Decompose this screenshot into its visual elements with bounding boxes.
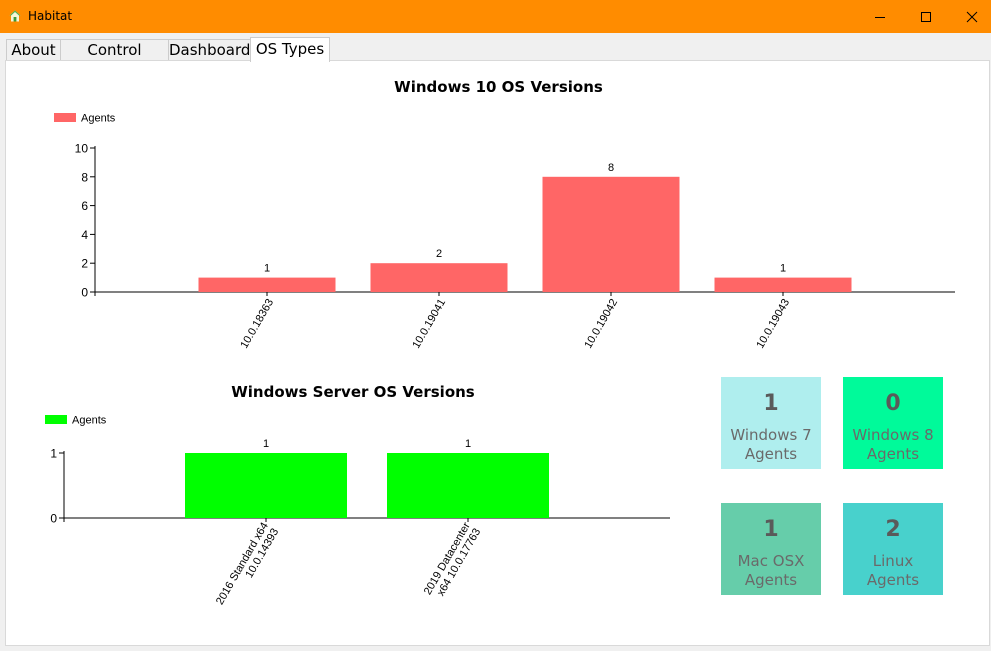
close-icon xyxy=(966,11,978,23)
close-button[interactable] xyxy=(949,0,991,33)
y-tick-label: 8 xyxy=(81,170,88,184)
legend-label: Agents xyxy=(72,415,107,427)
y-tick-label: 0 xyxy=(50,512,57,526)
maximize-icon xyxy=(921,12,931,22)
chart-title-windows-server: Windows Server OS Versions xyxy=(231,383,475,401)
home-icon xyxy=(9,10,21,22)
y-tick-label: 2 xyxy=(81,257,88,271)
bar-value-label: 1 xyxy=(780,263,786,275)
x-tick-label: 10.0.19042 xyxy=(582,297,620,351)
y-tick-label: 10 xyxy=(75,142,89,156)
card-count: 2 xyxy=(885,517,901,542)
os-types-panel: Windows 10 OS Versions Agents 0 2 4 6 8 10 1 10.… xyxy=(5,60,990,646)
bar-value-label: 1 xyxy=(263,438,269,450)
x-tick-label-line: 10.0.19043 xyxy=(754,297,792,351)
windows-server-chart: Agents 0 1 1 2016 Standard x6410.0.14393 1 201… xyxy=(45,415,670,614)
card-count: 1 xyxy=(763,517,779,542)
x-tick-label-line: 10.0.19042 xyxy=(582,297,620,351)
x-tick-label: 2019 Datacenterx64 10.0.17763 xyxy=(422,520,484,603)
maximize-button[interactable] xyxy=(903,0,949,33)
card-label: Windows 8 Agents xyxy=(852,426,934,463)
legend-swatch xyxy=(54,113,76,122)
x-tick-label: 2016 Standard x6410.0.14393 xyxy=(214,521,281,614)
card-count: 1 xyxy=(763,391,779,416)
minimize-icon xyxy=(875,17,885,18)
x-tick-label: 10.0.19043 xyxy=(754,297,792,351)
card-label: Linux Agents xyxy=(866,552,920,589)
bar-value-label: 8 xyxy=(608,162,614,174)
y-tick-label: 4 xyxy=(81,228,88,242)
tab-control-center[interactable]: Control Center xyxy=(60,39,169,80)
bar-value-label: 1 xyxy=(264,263,270,275)
bar xyxy=(185,453,347,518)
bar-value-label: 1 xyxy=(465,438,471,450)
title-bar[interactable]: Habitat xyxy=(0,0,991,33)
bar-value-label: 2 xyxy=(436,248,442,260)
card-count: 0 xyxy=(885,391,901,416)
x-tick-label-line: 10.0.19041 xyxy=(410,297,448,351)
card-linux: 2 Linux Agents xyxy=(843,503,943,595)
tab-os-types[interactable]: OS Types xyxy=(250,37,330,62)
legend-swatch xyxy=(45,415,67,424)
bar xyxy=(714,277,852,292)
tab-about[interactable]: About xyxy=(6,39,61,61)
chart-title-windows-10: Windows 10 OS Versions xyxy=(394,78,603,96)
y-tick-label: 0 xyxy=(81,286,88,300)
bar xyxy=(387,453,549,518)
minimize-button[interactable] xyxy=(857,0,903,33)
bar xyxy=(370,263,508,292)
window-title: Habitat xyxy=(28,9,73,23)
card-mac-osx: 1 Mac OSX Agents xyxy=(721,503,821,595)
x-tick-label: 10.0.19041 xyxy=(410,297,448,351)
y-tick-label: 6 xyxy=(81,199,88,213)
card-windows-7: 1 Windows 7 Agents xyxy=(721,377,821,469)
x-tick-label-line: 10.0.18363 xyxy=(238,297,276,351)
card-label: Mac OSX Agents xyxy=(737,552,805,589)
legend-label: Agents xyxy=(81,113,116,125)
tab-dashboard[interactable]: Dashboard xyxy=(168,39,251,61)
card-label: Windows 7 Agents xyxy=(730,426,812,463)
bar xyxy=(198,277,336,292)
y-tick-label: 1 xyxy=(50,447,57,461)
card-windows-8: 0 Windows 8 Agents xyxy=(843,377,943,469)
tab-strip: About Control Center Dashboard OS Types xyxy=(0,37,991,80)
bar xyxy=(542,176,680,292)
x-tick-label: 10.0.18363 xyxy=(238,297,276,351)
windows-10-chart: Agents 0 2 4 6 8 10 1 10.0.18363 2 10.0.19041 8 10.0… xyxy=(54,113,955,351)
